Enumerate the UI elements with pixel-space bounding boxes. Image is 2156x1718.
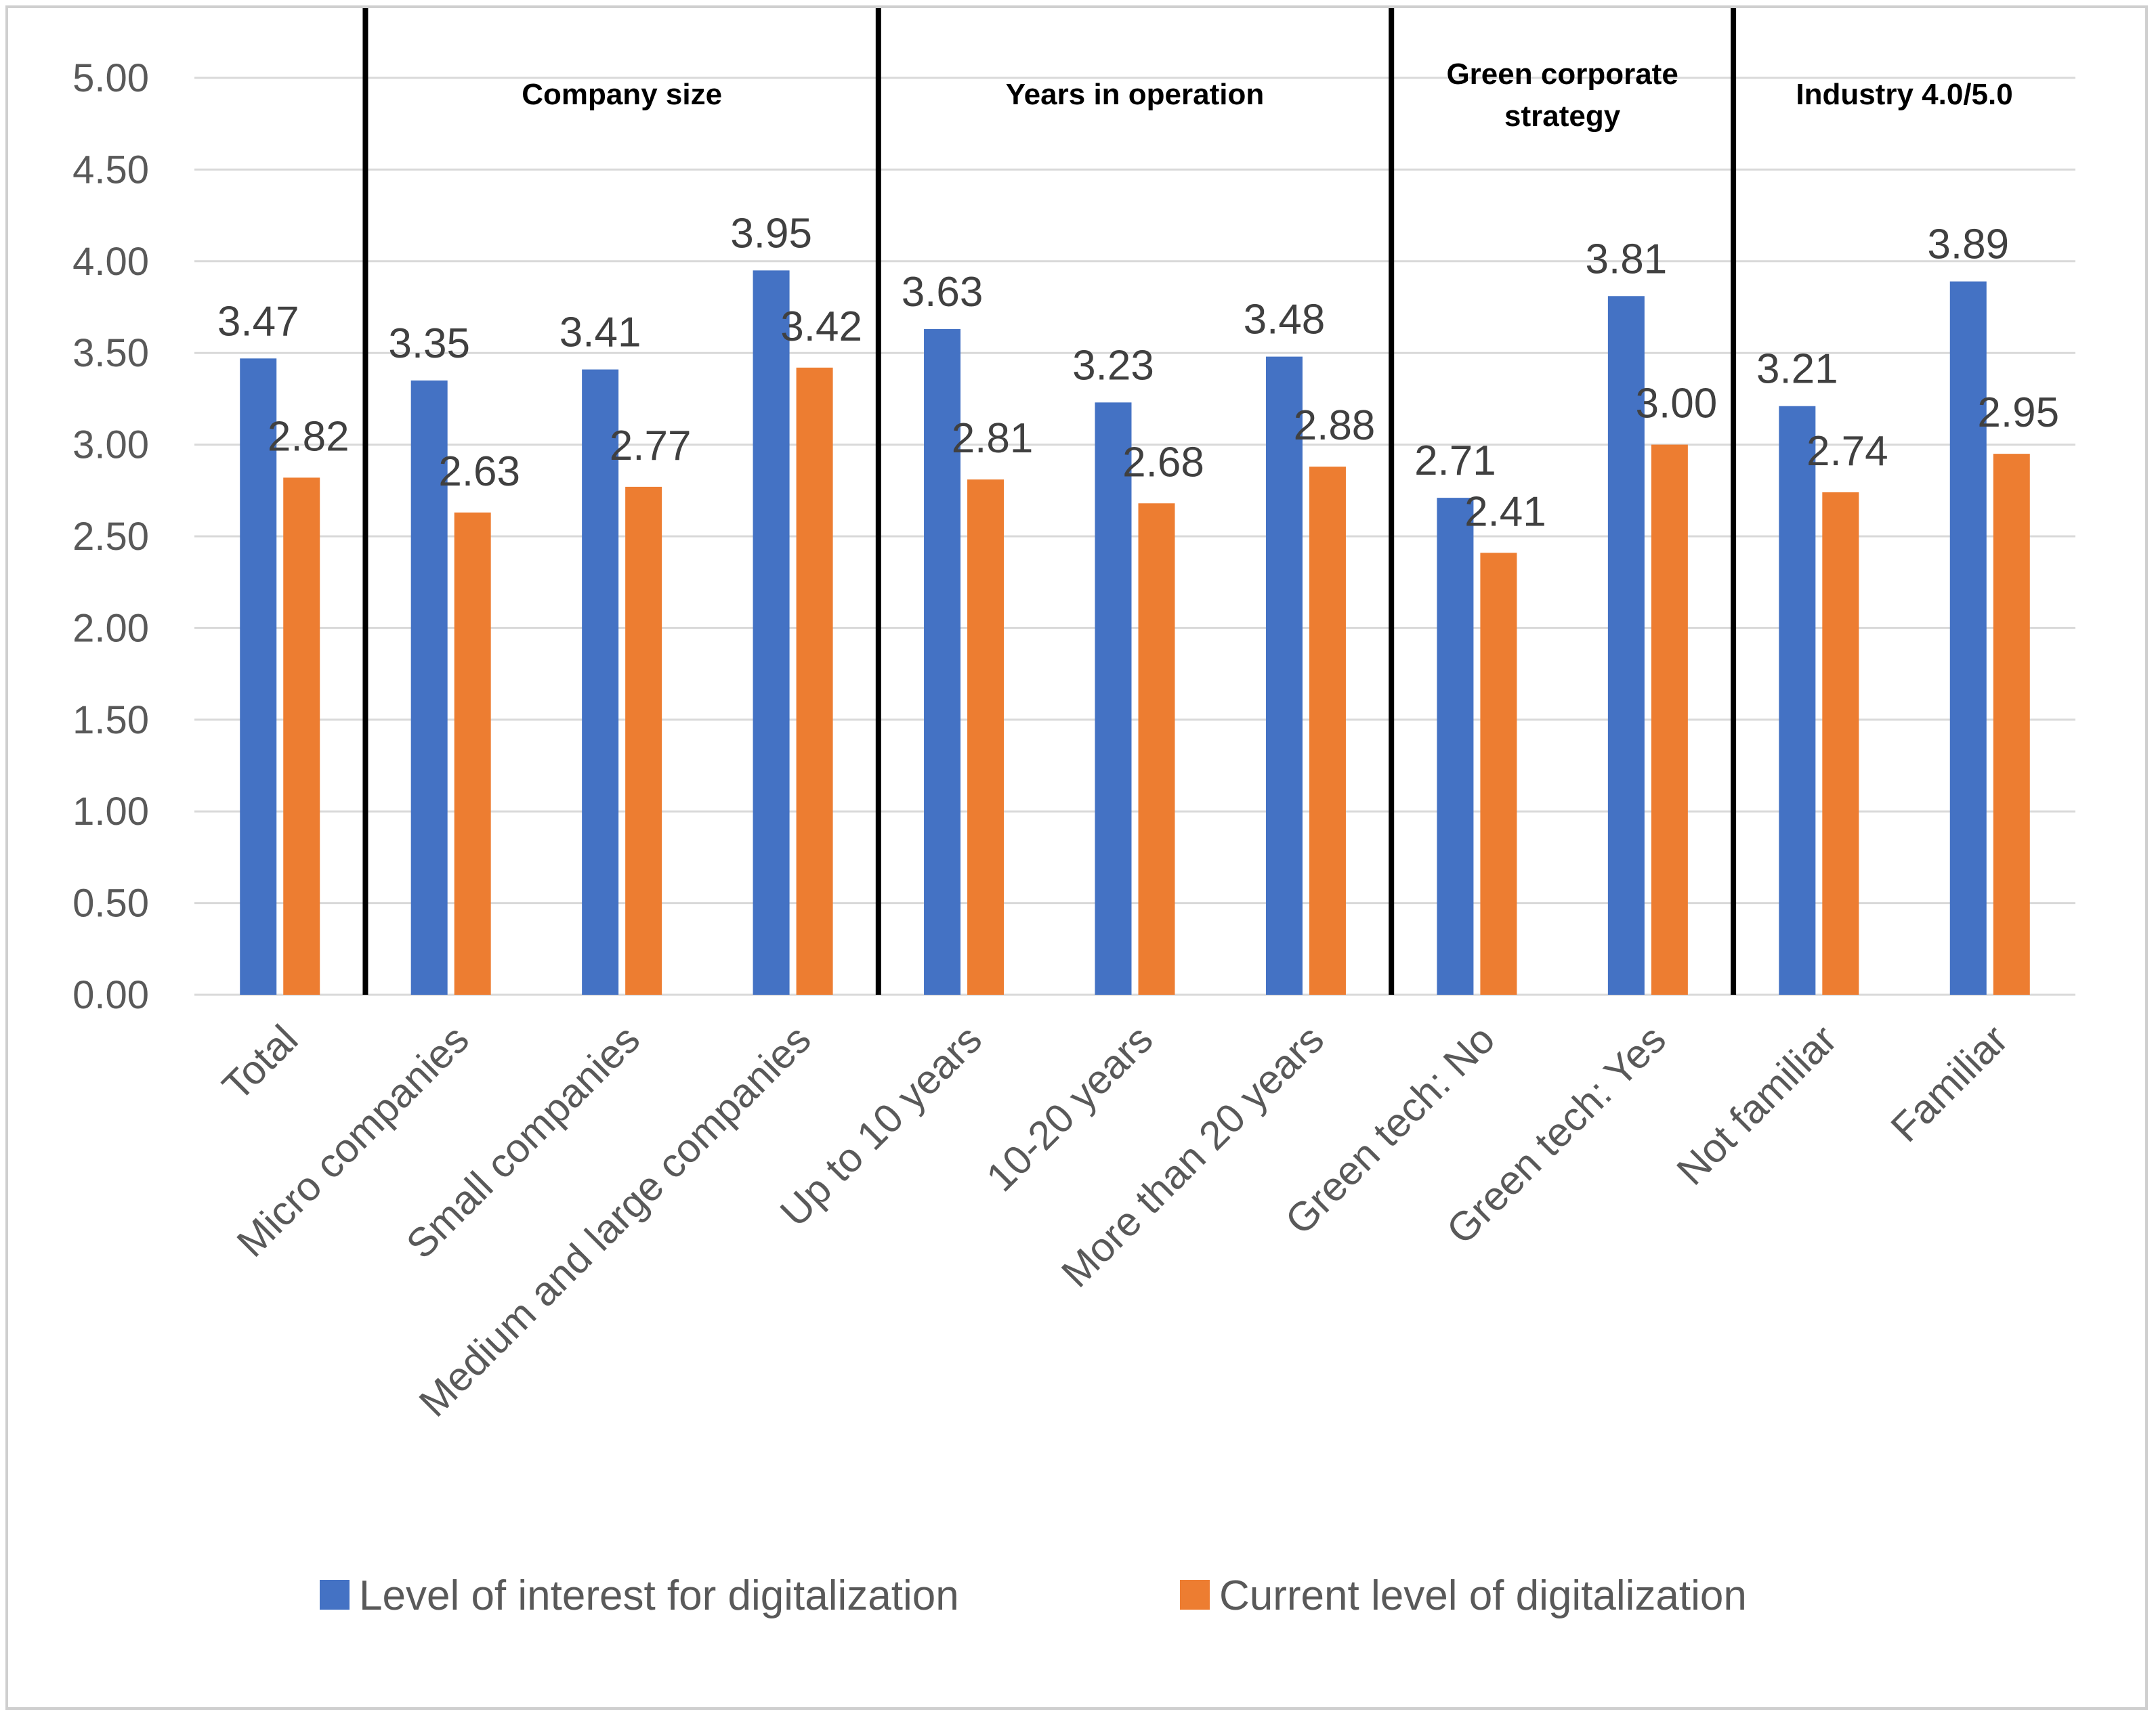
y-tick-label-5: 2.50 bbox=[72, 515, 149, 559]
gridlines bbox=[194, 77, 2075, 996]
y-tick-label-10: 5.00 bbox=[72, 56, 149, 100]
y-tick-label-8: 4.00 bbox=[72, 240, 149, 284]
bar-level-of-interest-for-digitalization-up-to-10-years bbox=[924, 328, 961, 995]
bar-level-of-interest-for-digitalization-micro-companies bbox=[410, 380, 448, 995]
y-tick-label-2: 1.00 bbox=[72, 790, 149, 834]
group-header-2-line-1: strategy bbox=[1504, 100, 1621, 133]
data-label-level-of-interest-for-digitalization-total: 3.47 bbox=[217, 298, 299, 345]
legend-swatch-level-of-interest-for-digitalization bbox=[320, 1580, 350, 1610]
y-tick-label-9: 4.50 bbox=[72, 148, 149, 192]
bar-current-level-of-digitalization-green-tech-no bbox=[1480, 553, 1517, 995]
data-label-level-of-interest-for-digitalization-up-to-10-years: 3.63 bbox=[902, 269, 984, 316]
group-header-2-line-0: Green corporate bbox=[1446, 58, 1678, 91]
data-label-level-of-interest-for-digitalization-green-tech-yes: 3.81 bbox=[1586, 236, 1668, 282]
category-label-not-familiar: Not familiar bbox=[1668, 1016, 1846, 1194]
bar-current-level-of-digitalization-green-tech-yes bbox=[1651, 444, 1688, 995]
bar-level-of-interest-for-digitalization-not-familiar bbox=[1779, 406, 1816, 995]
chart-frame: 0.00 0.50 1.00 1.50 2.00 2.50 3.00 3.50 4.00 4.50… bbox=[5, 5, 2148, 1710]
bar-level-of-interest-for-digitalization-green-tech-yes bbox=[1607, 296, 1645, 995]
bar-current-level-of-digitalization-10-20-years bbox=[1138, 503, 1175, 995]
bars bbox=[240, 270, 2030, 995]
legend-label-current-level-of-digitalization: Current level of digitalization bbox=[1219, 1572, 1747, 1619]
data-label-level-of-interest-for-digitalization-small-companies: 3.41 bbox=[559, 309, 641, 356]
data-label-current-level-of-digitalization-green-tech-no: 2.41 bbox=[1464, 488, 1546, 535]
y-tick-label-0: 0.00 bbox=[72, 973, 149, 1017]
data-label-level-of-interest-for-digitalization-10-20-years: 3.23 bbox=[1072, 342, 1154, 389]
data-label-current-level-of-digitalization-familiar: 2.95 bbox=[1977, 389, 2059, 436]
group-separators bbox=[362, 8, 1737, 995]
bar-level-of-interest-for-digitalization-more-than-20-years bbox=[1265, 356, 1303, 995]
data-labels: 3.47 2.82 3.35 2.63 3.41 2.77 3.95 3.42 3.63 2.81… bbox=[217, 210, 2059, 535]
y-tick-label-4: 2.00 bbox=[72, 606, 149, 650]
bar-current-level-of-digitalization-medium-and-large-companies bbox=[796, 367, 833, 995]
bar-level-of-interest-for-digitalization-10-20-years bbox=[1095, 402, 1132, 995]
data-label-current-level-of-digitalization-not-familiar: 2.74 bbox=[1806, 428, 1888, 475]
bar-current-level-of-digitalization-up-to-10-years bbox=[967, 479, 1005, 995]
bar-level-of-interest-for-digitalization-medium-and-large-companies bbox=[753, 270, 790, 995]
y-tick-label-1: 0.50 bbox=[72, 882, 149, 926]
data-label-level-of-interest-for-digitalization-not-familiar: 3.21 bbox=[1756, 346, 1838, 393]
bar-level-of-interest-for-digitalization-total bbox=[240, 358, 277, 995]
bar-current-level-of-digitalization-micro-companies bbox=[454, 512, 491, 995]
data-label-current-level-of-digitalization-total: 2.82 bbox=[268, 413, 350, 460]
category-label-total: Total bbox=[213, 1016, 306, 1109]
data-label-level-of-interest-for-digitalization-familiar: 3.89 bbox=[1927, 221, 2009, 268]
y-tick-label-6: 3.00 bbox=[72, 423, 149, 467]
group-header-0-line-0: Company size bbox=[522, 78, 722, 111]
data-label-current-level-of-digitalization-10-20-years: 2.68 bbox=[1122, 439, 1204, 486]
bar-current-level-of-digitalization-small-companies bbox=[625, 486, 662, 995]
category-label-familiar: Familiar bbox=[1882, 1016, 2016, 1151]
data-label-current-level-of-digitalization-small-companies: 2.77 bbox=[610, 423, 692, 469]
bar-chart: 0.00 0.50 1.00 1.50 2.00 2.50 3.00 3.50 4.00 4.50… bbox=[72, 8, 2075, 1619]
group-header-1-line-0: Years in operation bbox=[1006, 78, 1264, 111]
data-label-current-level-of-digitalization-more-than-20-years: 2.88 bbox=[1294, 402, 1376, 449]
group-headers: Company size Years in operation Green corp… bbox=[522, 58, 2013, 133]
data-label-current-level-of-digitalization-green-tech-yes: 3.00 bbox=[1636, 381, 1718, 427]
bar-current-level-of-digitalization-not-familiar bbox=[1822, 492, 1859, 995]
data-label-level-of-interest-for-digitalization-green-tech-no: 2.71 bbox=[1414, 437, 1496, 484]
category-label-10-20-years: 10-20 years bbox=[977, 1016, 1161, 1200]
legend-label-level-of-interest-for-digitalization: Level of interest for digitalization bbox=[359, 1572, 959, 1619]
legend: Level of interest for digitalization Curr… bbox=[320, 1572, 1747, 1619]
y-tick-label-7: 3.50 bbox=[72, 331, 149, 375]
data-label-level-of-interest-for-digitalization-medium-and-large-companies: 3.95 bbox=[730, 210, 812, 257]
data-label-level-of-interest-for-digitalization-more-than-20-years: 3.48 bbox=[1244, 297, 1326, 343]
data-label-current-level-of-digitalization-up-to-10-years: 2.81 bbox=[952, 415, 1034, 462]
bar-current-level-of-digitalization-familiar bbox=[1993, 454, 2030, 995]
y-axis-ticks: 0.00 0.50 1.00 1.50 2.00 2.50 3.00 3.50 4.00 4.50… bbox=[72, 56, 149, 1017]
y-tick-label-3: 1.50 bbox=[72, 698, 149, 742]
data-label-current-level-of-digitalization-micro-companies: 2.63 bbox=[438, 448, 520, 495]
data-label-level-of-interest-for-digitalization-micro-companies: 3.35 bbox=[388, 320, 470, 367]
bar-level-of-interest-for-digitalization-green-tech-no bbox=[1437, 498, 1474, 995]
group-header-3-line-0: Industry 4.0/5.0 bbox=[1796, 78, 2012, 111]
bar-current-level-of-digitalization-more-than-20-years bbox=[1309, 467, 1346, 995]
bar-level-of-interest-for-digitalization-small-companies bbox=[582, 369, 619, 995]
bar-current-level-of-digitalization-total bbox=[283, 477, 320, 995]
bar-level-of-interest-for-digitalization-familiar bbox=[1949, 281, 1987, 995]
data-label-current-level-of-digitalization-medium-and-large-companies: 3.42 bbox=[780, 303, 862, 350]
legend-swatch-current-level-of-digitalization bbox=[1180, 1580, 1210, 1610]
